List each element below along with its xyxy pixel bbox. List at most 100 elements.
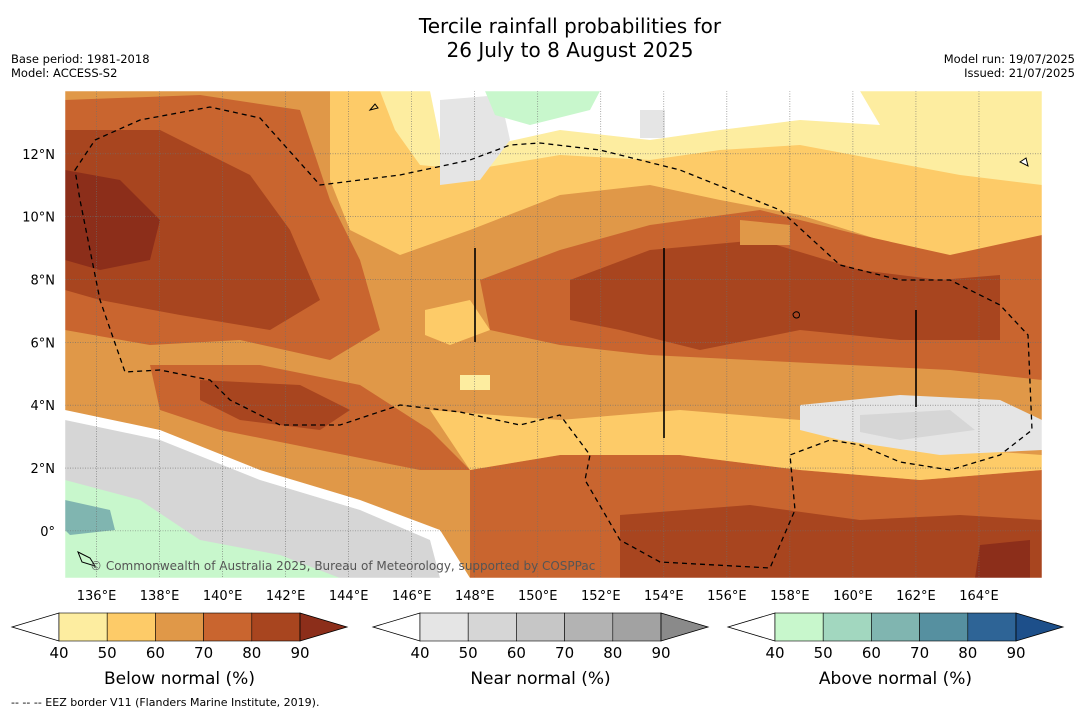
title-line-2: 26 July to 8 August 2025 — [446, 38, 694, 62]
colorbar-extend-high — [1015, 612, 1065, 642]
colorbar-extend-high — [660, 612, 710, 642]
colorbar-extend-low — [10, 612, 60, 642]
map-frame — [64, 90, 1043, 579]
base-period: Base period: 1981-2018 — [11, 52, 150, 66]
colorbar-tick-label: 60 — [146, 644, 165, 662]
colorbar-label: Above normal (%) — [819, 669, 972, 689]
colorbar-extend-low — [726, 612, 776, 642]
meta-left: Base period: 1981-2018 Model: ACCESS-S2 — [11, 52, 150, 80]
lon-tick-label: 152°E — [581, 589, 621, 604]
field-band-80-south — [620, 505, 1042, 578]
colorbar-label: Near normal (%) — [470, 669, 610, 689]
colorbar-tick-label: 40 — [410, 644, 429, 662]
colorbar-segment — [251, 612, 301, 642]
lon-tick-label: 140°E — [203, 589, 243, 604]
colorbar-segment — [419, 612, 469, 642]
gridlines — [65, 91, 1042, 578]
field-near-patch — [640, 110, 665, 138]
colorbar-segment — [822, 612, 872, 642]
colorbar-segment — [516, 612, 565, 642]
lon-tick-label: 146°E — [392, 589, 432, 604]
latitude-labels: 12°N 10°N 8°N 6°N 4°N 2°N 0° — [22, 148, 55, 540]
forecast-field — [65, 91, 1042, 578]
lon-tick-label: 138°E — [140, 589, 180, 604]
field-near-north — [440, 95, 510, 185]
field-patch-50 — [460, 375, 490, 390]
lon-tick-label: 142°E — [266, 589, 306, 604]
colorbar-tick-label: 80 — [958, 644, 977, 662]
island-outline — [368, 103, 379, 111]
lat-tick-label: 6°N — [31, 336, 56, 351]
copyright-text: © Commonwealth of Australia 2025, Bureau… — [90, 559, 595, 573]
colorbar-segment — [467, 612, 517, 642]
colorbar-0: 40 50 60 70 80 90 Below normal (%) — [10, 612, 349, 689]
colorbar-segment — [871, 612, 920, 642]
issued-date: Issued: 21/07/2025 — [964, 66, 1075, 80]
colorbar-segment — [564, 612, 614, 642]
colorbar-extend-high — [299, 612, 349, 642]
colorbar-tick-label: 50 — [459, 644, 478, 662]
map-title: Tercile rainfall probabilities for 26 Ju… — [0, 14, 1085, 62]
colorbar-tick-label: 90 — [1006, 644, 1025, 662]
colorbar-segment — [155, 612, 204, 642]
field-near-east-inner — [860, 410, 975, 440]
lon-tick-label: 144°E — [329, 589, 369, 604]
field-above-70 — [65, 500, 115, 535]
eez-border — [74, 106, 1033, 569]
colorbar-tick-label: 40 — [49, 644, 68, 662]
colorbar-tick-label: 50 — [98, 644, 117, 662]
field-band-80-west — [65, 130, 320, 330]
field-above-southwest — [65, 480, 340, 578]
lon-tick-label: 154°E — [644, 589, 684, 604]
field-above-north — [485, 91, 600, 125]
field-band-60-south — [430, 410, 1042, 480]
lon-tick-label: 148°E — [455, 589, 495, 604]
colorbar-segment — [106, 612, 156, 642]
colorbar-2: 40 50 60 70 80 90 Above normal (%) — [726, 612, 1065, 689]
colorbar-segment — [203, 612, 253, 642]
lat-tick-label: 10°N — [22, 211, 55, 226]
lon-tick-label: 150°E — [518, 589, 558, 604]
colorbar-segment — [58, 612, 108, 642]
eez-footnote: -- -- -- EEZ border V11 (Flanders Marine… — [11, 696, 320, 709]
colorbar-tick-label: 90 — [290, 644, 309, 662]
lon-tick-label: 162°E — [896, 589, 936, 604]
lat-tick-label: 2°N — [31, 462, 56, 477]
lat-tick-label: 0° — [40, 525, 55, 540]
island-outline — [1019, 157, 1029, 167]
colorbar-extend-low — [371, 612, 421, 642]
colorbar-tick-label: 70 — [910, 644, 929, 662]
colorbar-tick-label: 60 — [862, 644, 881, 662]
longitude-labels: 136°E 138°E 140°E 142°E 144°E 146°E 148°E 150°E… — [77, 589, 999, 604]
colorbar-label: Below normal (%) — [104, 669, 255, 689]
field-patch-60 — [425, 300, 490, 345]
model-name: Model: ACCESS-S2 — [11, 66, 118, 80]
lat-tick-label: 4°N — [31, 399, 56, 414]
lat-tick-label: 8°N — [31, 274, 56, 289]
colorbar-1: 40 50 60 70 80 90 Near normal (%) — [371, 612, 710, 689]
field-band-90-west — [65, 170, 160, 270]
title-line-1: Tercile rainfall probabilities for — [418, 14, 722, 38]
lon-tick-label: 156°E — [707, 589, 747, 604]
lon-tick-label: 136°E — [77, 589, 117, 604]
island-outline — [77, 550, 97, 567]
colorbar-tick-label: 70 — [555, 644, 574, 662]
island-outline — [792, 311, 800, 319]
colorbar-tick-label: 90 — [651, 644, 670, 662]
field-band-80-east — [570, 240, 1000, 350]
field-band-90-south — [975, 540, 1030, 578]
field-patch-east — [740, 220, 790, 245]
lat-tick-label: 12°N — [22, 148, 55, 163]
model-run: Model run: 19/07/2025 — [943, 52, 1075, 66]
colorbar-segment — [967, 612, 1017, 642]
colorbar-segment — [612, 612, 662, 642]
colorbar-segment — [774, 612, 824, 642]
lon-tick-label: 164°E — [959, 589, 999, 604]
colorbars: 40 50 60 70 80 90 Below normal (%) 40 50 60 70 80 90… — [10, 612, 1065, 689]
colorbar-tick-label: 80 — [603, 644, 622, 662]
lon-tick-label: 160°E — [833, 589, 873, 604]
colorbar-tick-label: 50 — [814, 644, 833, 662]
colorbar-tick-label: 70 — [194, 644, 213, 662]
colorbar-segment — [919, 612, 969, 642]
